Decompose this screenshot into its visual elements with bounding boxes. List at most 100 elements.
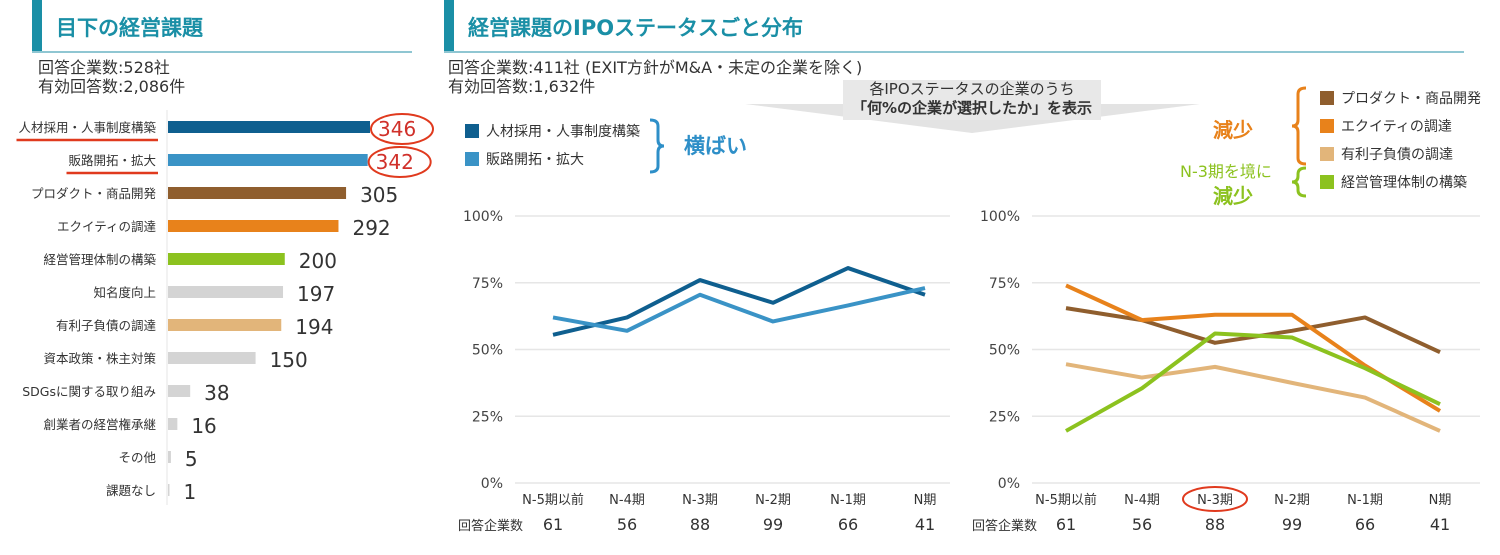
bar-category-label: エクイティの調達 xyxy=(57,219,157,234)
decrease-bracket xyxy=(1291,86,1307,166)
legend-swatch xyxy=(1320,175,1334,189)
legend-item: 人材採用・人事制度構築 xyxy=(465,121,640,141)
legend-label: プロダクト・商品開発 xyxy=(1341,91,1481,107)
bar-value-label: 292 xyxy=(352,216,390,240)
x-tick-label: N-4期 xyxy=(609,493,645,508)
decrease-annotation: 減少 xyxy=(1213,118,1253,142)
bar-category-label: 資本政策・株主対策 xyxy=(43,351,156,366)
bar-value-label: 16 xyxy=(191,414,216,438)
respondent-count: 66 xyxy=(1355,515,1375,534)
legend-swatch xyxy=(465,152,479,166)
callout-line-1: 各IPOステータスの企業のうち xyxy=(869,80,1075,98)
bar-category-label: 経営管理体制の構築 xyxy=(43,252,156,267)
highlight-circle xyxy=(367,146,432,178)
bar xyxy=(168,253,285,265)
series-line xyxy=(552,266,926,337)
bar-value-label: 346 xyxy=(378,117,416,141)
legend-label: 販路開拓・拡大 xyxy=(486,152,584,168)
callout-box xyxy=(843,80,1101,120)
legend-swatch xyxy=(1320,119,1334,133)
bar-category-label: 創業者の経営権承継 xyxy=(43,417,156,432)
bar-value-label: 150 xyxy=(270,348,308,372)
bar-category-label: SDGsに関する取り組み xyxy=(22,384,156,399)
respondent-count: 66 xyxy=(838,515,858,534)
respondent-count: 56 xyxy=(617,515,637,534)
highlight-circle xyxy=(1182,486,1248,512)
bar xyxy=(168,319,282,331)
bar-value-label: 194 xyxy=(295,315,333,339)
y-tick-label: 0% xyxy=(481,476,503,492)
bar-category-label: 知名度向上 xyxy=(93,285,156,300)
bar xyxy=(168,121,370,133)
bar xyxy=(168,286,284,298)
y-tick-label: 75% xyxy=(472,276,503,292)
bar-category-label: 販路開拓・拡大 xyxy=(68,153,156,168)
left-panel-title: 目下の経営課題 xyxy=(56,16,203,40)
x-tick-label: N-3期 xyxy=(1197,493,1233,508)
bar xyxy=(168,154,368,166)
bar-category-label: プロダクト・商品開発 xyxy=(31,186,157,201)
bar-value-label: 1 xyxy=(184,480,197,504)
x-tick-label: N-1期 xyxy=(1347,493,1383,508)
bar-value-label: 200 xyxy=(299,249,337,273)
respondent-count: 61 xyxy=(1056,515,1076,534)
respondent-count-label: 回答企業数 xyxy=(458,518,523,534)
legend-label: エクイティの調達 xyxy=(1341,119,1452,135)
flat-bracket xyxy=(649,118,665,174)
bar-category-label: 課題なし xyxy=(106,483,156,498)
respondent-count-label: 回答企業数 xyxy=(972,518,1037,534)
bar xyxy=(168,484,170,496)
x-tick-label: N-3期 xyxy=(682,493,718,508)
left-valid-answers: 有効回答数:2,086件 xyxy=(38,77,186,96)
bar xyxy=(168,187,347,199)
x-tick-label: N-1期 xyxy=(830,493,866,508)
right-panel-title: 経営課題のIPOステータスごと分布 xyxy=(468,16,804,40)
n3-annotation-line-2: 減少 xyxy=(1213,184,1253,208)
y-tick-label: 50% xyxy=(472,343,503,359)
legend-item: プロダクト・商品開発 xyxy=(1320,88,1481,108)
bar xyxy=(168,220,339,232)
y-tick-label: 100% xyxy=(463,209,503,225)
highlight-circle xyxy=(370,113,434,145)
x-tick-label: N-2期 xyxy=(1274,493,1310,508)
x-tick-label: N期 xyxy=(914,493,937,508)
respondent-count: 56 xyxy=(1132,515,1152,534)
right-respondents: 回答企業数:411社 (EXIT方針がM&A・未定の企業を除く) xyxy=(448,58,863,77)
series-line xyxy=(1065,283,1442,413)
y-tick-label: 75% xyxy=(989,276,1020,292)
legend-item: 経営管理体制の構築 xyxy=(1320,172,1467,192)
x-tick-label: N-2期 xyxy=(755,493,791,508)
legend-swatch xyxy=(1320,147,1334,161)
legend-swatch xyxy=(465,124,479,138)
x-tick-label: N-4期 xyxy=(1124,493,1160,508)
flat-annotation: 横ばい xyxy=(684,134,747,158)
callout-line-2: 「何%の企業が選択したか」を表示 xyxy=(851,99,1093,117)
bar-value-label: 342 xyxy=(376,150,414,174)
respondent-count: 41 xyxy=(1430,515,1450,534)
series-line xyxy=(1065,362,1441,433)
legend-label: 人材採用・人事制度構築 xyxy=(486,124,640,140)
y-tick-label: 0% xyxy=(998,476,1020,492)
legend-item: 有利子負債の調達 xyxy=(1320,144,1453,164)
respondent-count: 99 xyxy=(763,515,783,534)
bar-category-label: 人材採用・人事制度構築 xyxy=(18,120,156,135)
legend-label: 経営管理体制の構築 xyxy=(1341,175,1467,191)
series-line xyxy=(1065,331,1441,433)
y-tick-label: 100% xyxy=(980,209,1020,225)
bar xyxy=(168,352,256,364)
n3-annotation-line-1: N-3期を境に xyxy=(1180,162,1272,181)
respondent-count: 88 xyxy=(690,515,710,534)
legend-item: エクイティの調達 xyxy=(1320,116,1452,136)
bar xyxy=(168,418,178,430)
title-underline xyxy=(32,51,412,53)
y-tick-label: 25% xyxy=(989,409,1020,425)
bar-value-label: 305 xyxy=(360,183,398,207)
series-line xyxy=(552,286,926,333)
legend-label: 有利子負債の調達 xyxy=(1341,147,1453,163)
title-accent-bar xyxy=(32,0,42,52)
x-tick-label: N期 xyxy=(1429,493,1452,508)
x-tick-label: N-5期以前 xyxy=(1035,492,1097,508)
bar xyxy=(168,385,191,397)
